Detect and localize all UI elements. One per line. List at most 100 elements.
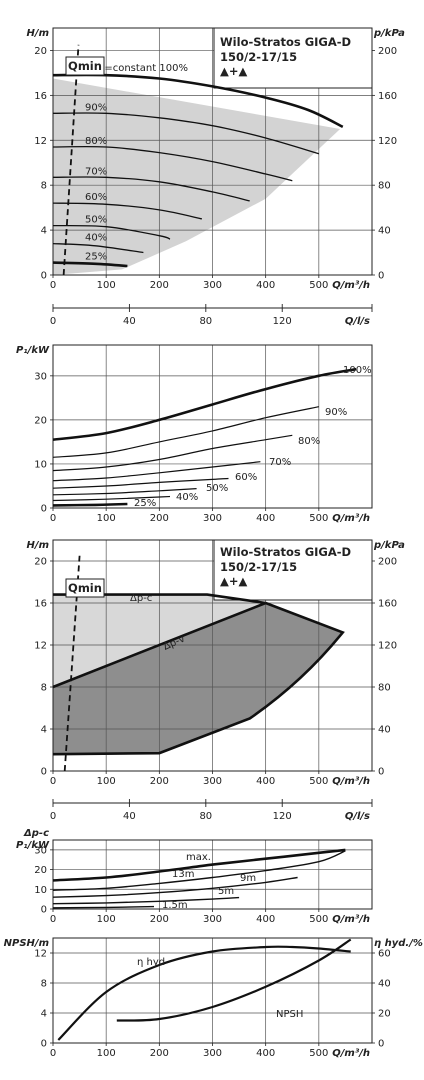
head-speed-ytick-right-label: 80	[378, 181, 391, 192]
head-dp-ytick-right-label: 0	[378, 767, 384, 778]
head-speed-xtick-label: 400	[256, 280, 275, 291]
power-curve-25	[52, 502, 128, 507]
speed-curve-25	[52, 261, 128, 268]
speed-curve-label: 70%	[85, 166, 107, 177]
flow-ls-axis-tick-label: 80	[199, 316, 212, 327]
power-curve-50	[52, 488, 197, 496]
head-dp-ytick-label: 12	[34, 641, 47, 652]
power-curve-label: 90%	[325, 407, 347, 418]
title-box-2: Wilo-Stratos GIGA-D 150/2-17/15 ▲+▲	[220, 545, 351, 588]
head-speed-ytick-right-label: 200	[378, 46, 397, 57]
speed-curve-label: 50%	[85, 215, 107, 226]
head-speed-ytick-right-label: 0	[378, 271, 384, 282]
head-speed-ytick-label: 0	[41, 271, 47, 282]
power-dpc-ylabel-top: Δp-c	[23, 828, 49, 839]
head-speed-ytick-right-label: 40	[378, 226, 391, 237]
head-speed-ytick-right-label: 160	[378, 91, 397, 102]
head-dp-ytick-label: 8	[41, 683, 47, 694]
flow-ls-axis-xlabel: Q/l/s	[345, 316, 370, 327]
twin-symbol-2: ▲+▲	[220, 574, 247, 588]
power-speed-xlabel: Q/m³/h	[332, 513, 370, 524]
head-speed-xlabel: Q/m³/h	[332, 280, 370, 291]
npsh-efficiency-ytick-right-label: 40	[378, 979, 391, 990]
speed-curve-50	[52, 224, 171, 240]
title-box-frame	[213, 27, 373, 89]
speed-curve-label: 80%	[85, 136, 107, 147]
speed-curve-label: 40%	[85, 233, 107, 244]
flow-ls-axis-tick-label: 40	[123, 316, 136, 327]
power-curve-70	[52, 461, 261, 482]
head-speed-xtick-label: 300	[203, 280, 222, 291]
npsh-efficiency-xtick-label: 500	[309, 1048, 328, 1059]
power-dpc-xlabel: Q/m³/h	[332, 914, 370, 925]
dpc-curve-9m	[52, 876, 298, 898]
npsh-efficiency-xtick-label: 300	[203, 1048, 222, 1059]
title-box-frame-2	[213, 539, 373, 601]
head-speed-ylabel: H/m	[27, 28, 49, 39]
head-dp-xtick-label: 100	[97, 776, 116, 787]
title-line2: 150/2-17/15	[220, 50, 297, 64]
power-speed-xtick-label: 300	[203, 513, 222, 524]
power-dpc-xtick-label: 400	[256, 914, 275, 925]
npsh-efficiency-xlabel: Q/m³/h	[332, 1048, 370, 1059]
power-curve-80	[52, 434, 293, 472]
power-dpc-ytick-label: 0	[41, 905, 47, 916]
power-dpc-xtick-label: 500	[309, 914, 328, 925]
flow-ls-axis-tick-label: 0	[50, 316, 56, 327]
npsh-efficiency-ytick-right-label: 20	[378, 1009, 391, 1020]
twin-symbol: ▲+▲	[220, 64, 247, 78]
npsh-efficiency-xtick-label: 400	[256, 1048, 275, 1059]
head-speed-ytick-label: 4	[41, 226, 47, 237]
head-dp-ytick-label: 16	[34, 599, 47, 610]
power-curve-40	[52, 495, 171, 502]
power-dpc-ylabel: P₁/kW	[16, 840, 50, 851]
power-speed-ylabel: P₁/kW	[16, 345, 50, 356]
power-curve-label: 70%	[269, 457, 291, 468]
head-speed-ytick-label: 20	[34, 46, 47, 57]
power-dpc-xtick-label: 200	[150, 914, 169, 925]
head-speed-ytick-right-label: 120	[378, 136, 397, 147]
qmin-line-2	[63, 555, 81, 772]
head-dp-ytick-right-label: 200	[378, 557, 397, 568]
dpc-curve-label: 13m	[172, 869, 194, 880]
qmin-line	[62, 44, 80, 276]
qmin-label-2: Qmin	[68, 581, 102, 595]
head-speed-ylabel-right: p/kPa	[373, 28, 405, 39]
flow-ls-axis-2-tick-label: 80	[199, 811, 212, 822]
power-curve-label: 25%	[134, 498, 156, 509]
power-speed-ytick-label: 30	[34, 371, 47, 382]
npsh-efficiency-xtick-label: 100	[97, 1048, 116, 1059]
power-dpc-ytick-label: 20	[34, 865, 47, 876]
title-line1: Wilo-Stratos GIGA-D	[220, 35, 351, 49]
dpc-curve-15m	[52, 905, 155, 909]
speed-curve-70	[52, 176, 250, 202]
eta-label: η hyd	[137, 957, 165, 968]
dp-v-curve	[52, 601, 267, 689]
power-speed-ytick-label: 0	[41, 504, 47, 515]
power-speed-xtick-label: 0	[50, 513, 56, 524]
head-speed-xtick-label: 500	[309, 280, 328, 291]
flow-ls-axis-tick-label: 120	[273, 316, 292, 327]
head-speed-xtick-label: 200	[150, 280, 169, 291]
head-dp-xtick-label: 300	[203, 776, 222, 787]
dp-v-area	[53, 603, 343, 755]
head-dp-xlabel: Q/m³/h	[332, 776, 370, 787]
head-dp-ytick-right-label: 40	[378, 725, 391, 736]
head-dp-ytick-label: 4	[41, 725, 47, 736]
speed-curve-label: 90%	[85, 102, 107, 113]
power-speed-ytick-label: 10	[34, 459, 47, 470]
npsh-efficiency-ytick-right-label: 0	[378, 1039, 384, 1050]
head-speed-ytick-label: 12	[34, 136, 47, 147]
power-speed-xtick-label: 100	[97, 513, 116, 524]
head-dp-ytick-label: 20	[34, 557, 47, 568]
speed-curve-label: n=constant 100%	[98, 63, 188, 74]
head-dp-ylabel-right: p/kPa	[373, 540, 405, 551]
flow-ls-axis-2-xlabel: Q/l/s	[345, 811, 370, 822]
head-dp-xtick-label: 400	[256, 776, 275, 787]
title-box-1: Wilo-Stratos GIGA-D 150/2-17/15 ▲+▲	[220, 35, 351, 78]
speed-curve-60	[52, 202, 203, 220]
power-speed-xtick-label: 500	[309, 513, 328, 524]
head-dp-ytick-right-label: 120	[378, 641, 397, 652]
power-dpc-xtick-label: 0	[50, 914, 56, 925]
power-curve-label: 100%	[343, 365, 372, 376]
